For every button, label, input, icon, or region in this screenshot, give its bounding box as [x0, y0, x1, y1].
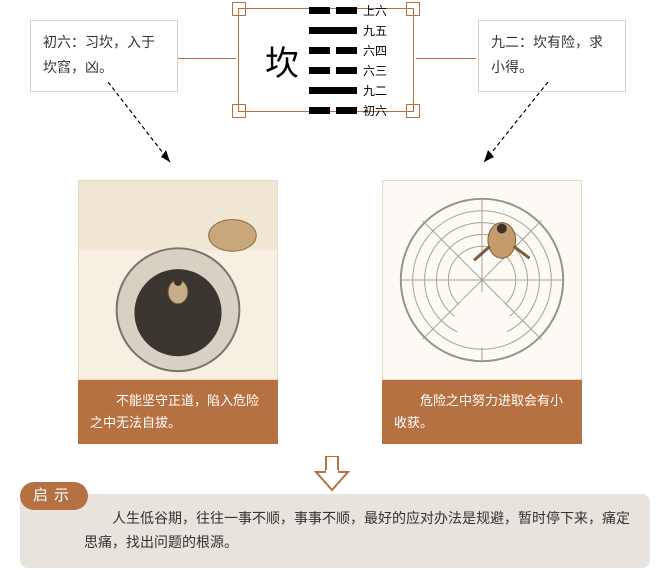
- card-right-caption: 危险之中努力进取会有小收获。: [382, 380, 582, 444]
- yao-line: 六四: [309, 42, 387, 59]
- dashed-arrow-right: [472, 82, 552, 182]
- yao-line: 九二: [309, 82, 387, 99]
- left-yao-text: 初六：习坎，入于坎窞，凶。: [43, 36, 155, 76]
- yao-line: 初六: [309, 102, 387, 119]
- card-left-image: [78, 180, 278, 380]
- yao-line: 上六: [309, 2, 387, 19]
- yao-label: 初六: [363, 102, 387, 119]
- hexagram-char: 坎: [265, 36, 299, 85]
- card-right-image: [382, 180, 582, 380]
- card-left-caption: 不能坚守正道，陷入危险之中无法自拔。: [78, 380, 278, 444]
- qishi-body: 人生低谷期，往往一事不顺，事事不顺，最好的应对办法是规避，暂时停下来，痛定思痛，…: [20, 494, 650, 568]
- yao-label: 九五: [363, 22, 387, 39]
- down-arrow-icon: [312, 456, 352, 492]
- qishi-section: 启示 人生低谷期，往往一事不顺，事事不顺，最好的应对办法是规避，暂时停下来，痛定…: [20, 494, 650, 568]
- yao-label: 六四: [363, 42, 387, 59]
- yao-line: 六三: [309, 62, 387, 79]
- card-right: 危险之中努力进取会有小收获。: [382, 180, 582, 444]
- yao-line: 九五: [309, 22, 387, 39]
- qishi-badge: 启示: [20, 482, 88, 510]
- right-yao-text: 九二：坎有险，求小得。: [491, 36, 603, 76]
- yao-label: 上六: [363, 2, 387, 19]
- connector-left: [178, 58, 236, 59]
- connector-right: [416, 58, 476, 59]
- hexagram-lines: 上六九五六四六三九二初六: [309, 2, 387, 119]
- yao-label: 六三: [363, 62, 387, 79]
- dashed-arrow-left: [108, 82, 188, 182]
- hexagram-panel: 坎 上六九五六四六三九二初六: [238, 8, 414, 112]
- yao-label: 九二: [363, 82, 387, 99]
- card-left: 不能坚守正道，陷入危险之中无法自拔。: [78, 180, 278, 444]
